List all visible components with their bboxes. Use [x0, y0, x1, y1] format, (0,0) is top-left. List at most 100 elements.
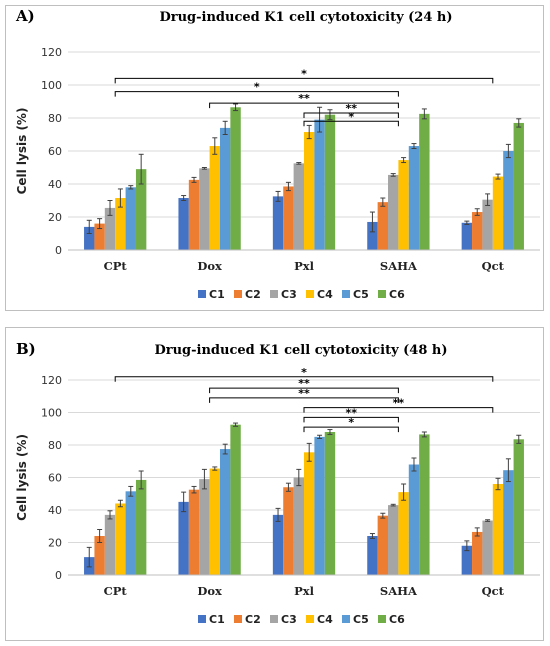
chart-a-error-bar	[201, 167, 207, 170]
chart-b-significance-line	[303, 426, 399, 433]
chart-a-error-bar	[474, 208, 480, 216]
chart-b-significance-line	[209, 397, 399, 403]
chart-a-error-bar	[275, 190, 281, 202]
chart-b-bar-C1-Pxl	[272, 514, 284, 575]
chart-a-significance-label: *	[301, 67, 307, 80]
chart-b-error-bar	[495, 477, 501, 491]
chart-b-bar-C3-CPt	[104, 514, 116, 575]
chart-b-significance-bracket: **	[209, 377, 399, 394]
chart-panel-b: B) Drug-induced K1 cell cytotoxicity (48 …	[5, 327, 544, 641]
chart-b-error-bar	[107, 510, 113, 520]
chart-b-significance-label: *	[348, 416, 354, 429]
chart-b-error-bar	[485, 519, 491, 522]
chart-a-error-bar	[485, 193, 491, 206]
chart-a-error-bar	[401, 157, 407, 164]
chart-b-error-bar	[390, 503, 396, 507]
chart-panel-a: A) Drug-induced K1 cell cytotoxicity (24 …	[5, 5, 544, 311]
chart-a-legend-swatch-C4	[306, 290, 314, 298]
chart-a-bar-C2-CPt	[94, 223, 105, 250]
chart-a-y-axis-title: Cell lysis (%)	[15, 108, 29, 195]
chart-a-bar-C3-SAHA	[388, 174, 399, 250]
chart-a-bar-C6-Qct	[513, 122, 524, 250]
chart-a-error-bar	[464, 220, 470, 225]
chart-b-error-bar	[421, 431, 427, 438]
chart-b-bar-C6-SAHA	[419, 434, 430, 575]
chart-b-error-bar	[505, 458, 511, 483]
chart-a-bar-C2-Dox	[188, 179, 200, 250]
chart-b-bar-C3-SAHA	[388, 505, 399, 575]
chart-a-significance-label: *	[254, 81, 260, 94]
chart-a-error-bar	[495, 173, 501, 180]
chart-b-bar-C2-Qct	[472, 531, 483, 575]
chart-b-bar-C2-SAHA	[377, 515, 389, 575]
chart-a-error-bar	[306, 124, 312, 140]
chart-a-error-bar	[117, 188, 123, 208]
chart-a-bar-C3-Qct	[482, 199, 493, 250]
chart-a-error-bar	[516, 118, 522, 128]
chart-a-legend-swatch-C2	[234, 290, 242, 298]
chart-a-bar-C2-Pxl	[283, 186, 294, 250]
chart-a-error-bar	[138, 153, 144, 185]
chart-a-error-bar	[97, 218, 103, 230]
chart-a-error-bar	[233, 103, 239, 112]
chart-b-bar-C5-Pxl	[314, 436, 325, 575]
chart-b-bar-C6-Dox	[230, 424, 241, 575]
chart-a-significance-bracket: **	[209, 92, 399, 109]
chart-a-category-label: CPt	[104, 259, 128, 273]
chart-a-error-bar	[317, 106, 323, 133]
chart-a-significance-label: **	[298, 92, 310, 105]
chart-b-bar-C1-Dox	[178, 501, 189, 575]
chart-a: A) Drug-induced K1 cell cytotoxicity (24 …	[15, 7, 540, 301]
chart-b-panel-label: B)	[16, 340, 36, 358]
chart-b-significance-bracket: *	[114, 366, 494, 382]
chart-b-y-tick-label: 100	[41, 407, 62, 420]
chart-a-bar-C4-Qct	[492, 176, 504, 250]
chart-a-error-bar	[107, 200, 113, 216]
chart-b-significance-label: **	[345, 406, 357, 419]
chart-a-error-bar	[390, 173, 396, 177]
chart-b-category-label: Qct	[482, 584, 505, 598]
chart-a-legend-swatch-C5	[342, 290, 350, 298]
chart-b-significance-bracket: **	[303, 406, 399, 423]
chart-b-bar-C6-Qct	[513, 439, 524, 575]
chart-b-error-bar	[296, 468, 302, 487]
chart-b-error-bar	[516, 434, 522, 444]
chart-b-legend-swatch-C3	[270, 615, 278, 623]
chart-b-bar-C1-SAHA	[367, 536, 378, 575]
chart-a-bar-C5-CPt	[125, 187, 136, 250]
chart-a-significance-label: *	[348, 110, 354, 123]
chart-a-bar-C2-Qct	[472, 212, 483, 250]
chart-b-bar-C5-SAHA	[408, 464, 420, 575]
chart-b-y-axis-title: Cell lysis (%)	[15, 434, 29, 521]
chart-a-bar-C1-Dox	[178, 198, 189, 250]
chart-a-significance-bracket: *	[114, 67, 494, 84]
chart-a-legend-swatch-C1	[198, 290, 206, 298]
chart-b-bar-C4-Qct	[492, 484, 504, 575]
chart-a-error-bar	[380, 197, 386, 207]
chart-a-error-bar	[296, 162, 302, 165]
chart-a-bar-C6-Pxl	[324, 114, 336, 250]
chart-a-significance-line	[303, 120, 399, 127]
chart-a-category-label: Pxl	[294, 259, 315, 273]
chart-b-error-bar	[275, 507, 281, 522]
chart-a-bar-C4-SAHA	[398, 160, 409, 250]
chart-b-legend-label-C6: C6	[389, 613, 405, 626]
chart-a-bar-C4-Pxl	[304, 132, 315, 250]
chart-b: B) Drug-induced K1 cell cytotoxicity (48 …	[15, 340, 540, 626]
chart-b-bar-C6-CPt	[135, 479, 147, 575]
chart-b-legend-label-C2: C2	[245, 613, 261, 626]
chart-b-legend-label-C1: C1	[209, 613, 225, 626]
chart-b-category-label: CPt	[104, 584, 128, 598]
chart-b-error-bar	[474, 527, 480, 537]
chart-a-bar-C5-Qct	[503, 151, 514, 250]
chart-b-error-bar	[191, 485, 197, 494]
chart-b-significance-line	[303, 407, 494, 413]
chart-a-error-bar	[505, 143, 511, 159]
chart-b-significance-bracket: *	[303, 416, 399, 433]
chart-a-legend-swatch-C6	[378, 290, 386, 298]
chart-b-legend-swatch-C6	[378, 615, 386, 623]
chart-b-significance-bracket: **	[209, 387, 399, 403]
chart-a-bar-C6-CPt	[135, 169, 147, 250]
chart-a-bar-C5-Pxl	[314, 119, 325, 251]
chart-b-bar-C2-CPt	[94, 536, 105, 575]
